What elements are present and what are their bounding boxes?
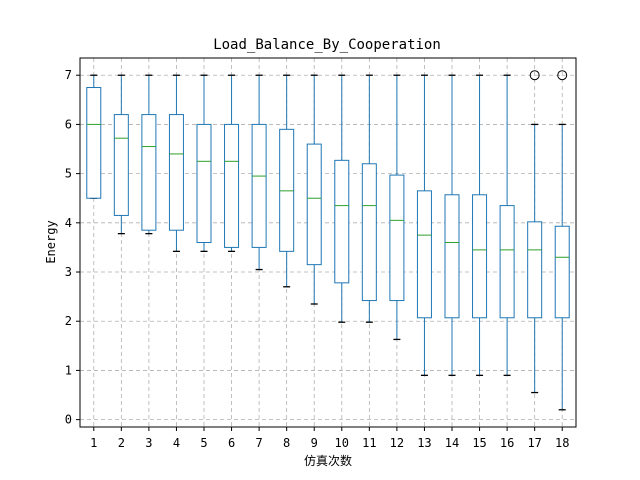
x-tick-label: 15 <box>472 436 486 450</box>
x-tick-label: 14 <box>445 436 459 450</box>
y-tick-label: 0 <box>65 413 72 427</box>
box-iqr <box>472 194 488 319</box>
x-tick-label: 10 <box>335 436 349 450</box>
x-tick-label: 9 <box>311 436 318 450</box>
y-tick-label: 7 <box>65 68 72 82</box>
box-iqr <box>196 123 212 243</box>
x-tick-label: 12 <box>390 436 404 450</box>
y-axis-label: Energy <box>44 220 58 263</box>
box-iqr <box>86 87 102 199</box>
x-tick-label: 8 <box>283 436 290 450</box>
y-tick-label: 4 <box>65 216 72 230</box>
box-iqr <box>499 205 515 319</box>
y-tick-label: 6 <box>65 117 72 131</box>
x-axis-label: 仿真次数 <box>304 453 352 468</box>
box-iqr <box>251 123 267 248</box>
x-tick-label: 4 <box>173 436 180 450</box>
box-iqr <box>416 190 432 319</box>
plot-area-frame <box>79 57 577 428</box>
x-tick-label: 18 <box>555 436 569 450</box>
x-tick-label: 11 <box>362 436 376 450</box>
outlier-point <box>529 70 540 81</box>
x-tick-label: 16 <box>500 436 514 450</box>
x-tick-label: 2 <box>118 436 125 450</box>
x-tick-label: 5 <box>200 436 207 450</box>
box-iqr <box>168 114 184 231</box>
x-tick-label: 6 <box>228 436 235 450</box>
x-tick-label: 1 <box>90 436 97 450</box>
y-tick-label: 1 <box>65 363 72 377</box>
y-tick-label: 5 <box>65 167 72 181</box>
y-tick-label: 3 <box>65 265 72 279</box>
box-iqr <box>141 114 157 231</box>
box-iqr <box>444 194 460 319</box>
x-tick-label: 17 <box>527 436 541 450</box>
box-iqr <box>527 221 543 319</box>
y-tick-label: 2 <box>65 314 72 328</box>
x-tick-label: 7 <box>255 436 262 450</box>
box-iqr <box>334 159 350 284</box>
chart-title: Load_Balance_By_Cooperation <box>213 37 441 53</box>
box-iqr <box>306 143 322 266</box>
boxes <box>86 70 570 411</box>
outlier-point <box>557 70 568 81</box>
x-tick-label: 3 <box>145 436 152 450</box>
box-iqr <box>389 174 405 302</box>
box-iqr <box>361 163 377 302</box>
x-tick-label: 13 <box>417 436 431 450</box>
box-iqr <box>224 123 240 248</box>
box-iqr <box>113 114 129 216</box>
box-iqr <box>554 225 570 319</box>
